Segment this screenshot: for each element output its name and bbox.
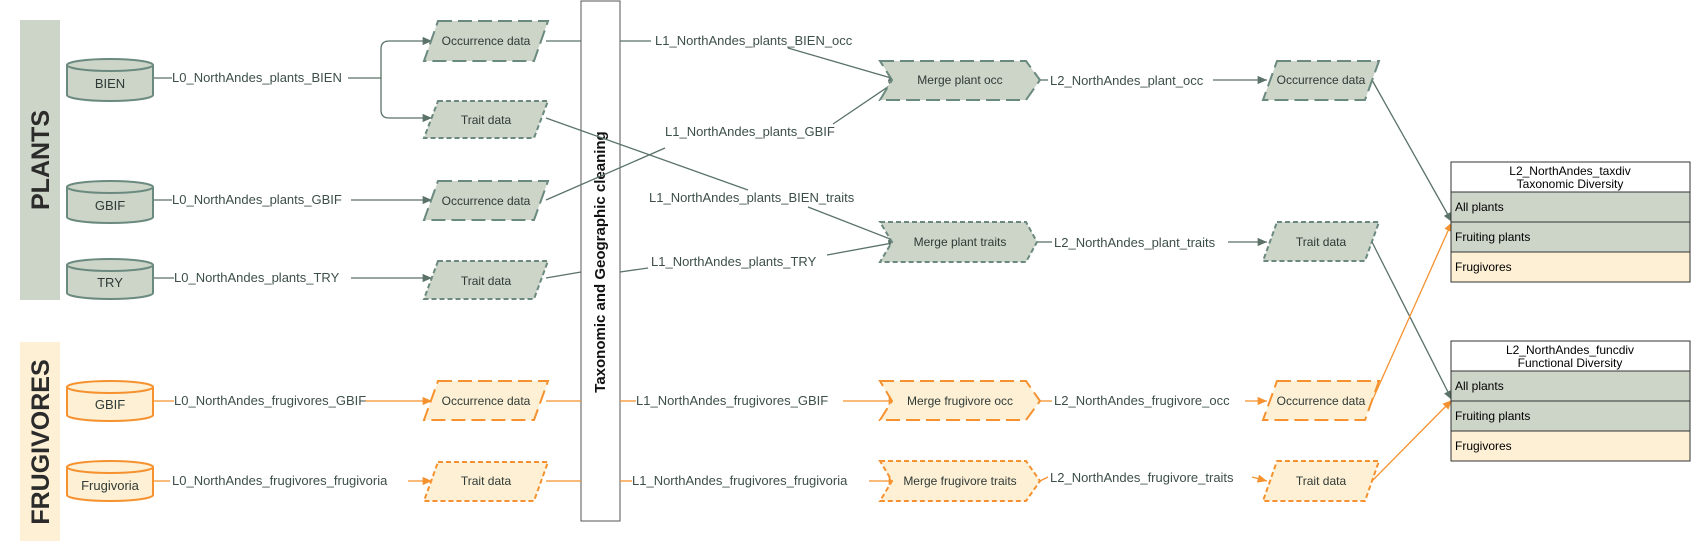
merge-plant-traits-label: Merge plant traits <box>914 235 1007 249</box>
merge-plant-traits: Merge plant traits <box>878 221 1039 263</box>
taxdiv-row-all-plants <box>1450 191 1691 223</box>
merge-frug-occ-label: Merge frugivore occ <box>907 394 1013 408</box>
frugivores-group-label: FRUGIVORES <box>27 359 55 524</box>
taxdiv-row-fruiting-plants <box>1450 221 1691 253</box>
merge-frug-traits: Merge frugivore traits <box>878 460 1042 502</box>
l2-node-frug-trait-label: Trait data <box>1296 474 1347 488</box>
data-node-bien-trait: Trait data <box>422 100 550 139</box>
source-try-label: TRY <box>97 275 123 290</box>
cleaning-box-label: Taxonomic and Geographic cleaning <box>592 131 609 392</box>
plants-group-band <box>20 20 60 300</box>
taxdiv-row-frugivores <box>1450 251 1691 283</box>
data-node-bien-occ-label: Occurrence data <box>442 34 531 48</box>
l0-label-bien: L0_NorthAndes_plants_BIEN <box>172 70 342 85</box>
l1-label-gbif: L1_NorthAndes_plants_GBIF <box>665 124 835 139</box>
l2-node-plant-trait: Trait data <box>1261 221 1381 262</box>
output-funcdiv-title: L2_NorthAndes_funcdiv <box>1506 343 1634 357</box>
l0-label-gbif-frugivores: L0_NorthAndes_frugivores_GBIF <box>174 393 366 408</box>
funcdiv-row-fruiting-plants <box>1450 400 1691 432</box>
data-node-try-trait: Trait data <box>422 260 550 300</box>
data-node-frug-occ: Occurrence data <box>422 380 550 421</box>
frugivores-group-band <box>20 342 60 541</box>
funcdiv-row-frugivores-label: Frugivores <box>1455 439 1512 453</box>
merge-plant-occ-label: Merge plant occ <box>917 73 1002 87</box>
l2-node-frug-occ-label: Occurrence data <box>1277 394 1366 408</box>
l2-label-plant-occ: L2_NorthAndes_plant_occ <box>1050 73 1204 88</box>
l2-label-frug-occ: L2_NorthAndes_frugivore_occ <box>1054 393 1230 408</box>
source-gbif-plants: GBIF <box>66 180 154 224</box>
cleaning-box <box>580 0 621 522</box>
data-node-gbif-occ: Occurrence data <box>422 180 550 221</box>
output-taxdiv-title: L2_NorthAndes_taxdiv <box>1509 164 1630 178</box>
output-funcdiv: L2_NorthAndes_funcdiv Functional Diversi… <box>1450 340 1691 462</box>
output-funcdiv-subtitle: Functional Diversity <box>1518 356 1623 370</box>
taxdiv-row-frugivores-label: Frugivores <box>1455 260 1512 274</box>
source-gbif-frugivores-label: GBIF <box>95 397 125 412</box>
plant-connectors <box>153 36 1453 401</box>
taxdiv-row-fruiting-plants-label: Fruiting plants <box>1455 230 1530 244</box>
l2-node-frug-trait: Trait data <box>1261 460 1381 502</box>
source-gbif-frugivores: GBIF <box>66 380 154 422</box>
funcdiv-row-fruiting-plants-label: Fruiting plants <box>1455 409 1530 423</box>
funcdiv-row-frugivores <box>1450 430 1691 462</box>
l2-node-plant-occ: Occurrence data <box>1261 60 1381 101</box>
taxdiv-row-all-plants-label: All plants <box>1455 200 1504 214</box>
frugivore-connectors <box>153 221 1453 486</box>
source-bien-label: BIEN <box>95 76 125 91</box>
l2-node-frug-occ: Occurrence data <box>1261 380 1381 421</box>
l2-label-frug-traits: L2_NorthAndes_frugivore_traits <box>1050 470 1234 485</box>
data-node-bien-occ: Occurrence data <box>422 20 550 62</box>
l2-node-plant-trait-label: Trait data <box>1296 235 1347 249</box>
data-node-bien-trait-label: Trait data <box>461 113 512 127</box>
plants-group-label: PLANTS <box>27 110 55 210</box>
l0-label-frugivoria: L0_NorthAndes_frugivores_frugivoria <box>172 473 388 488</box>
data-node-frug-occ-label: Occurrence data <box>442 394 531 408</box>
data-node-frug-trait: Trait data <box>422 461 550 502</box>
source-frugivoria: Frugivoria <box>66 460 154 502</box>
source-bien: BIEN <box>66 58 154 102</box>
funcdiv-row-all-plants-label: All plants <box>1455 379 1504 393</box>
l1-label-try: L1_NorthAndes_plants_TRY <box>651 254 817 269</box>
merge-plant-occ: Merge plant occ <box>878 60 1042 101</box>
data-node-try-trait-label: Trait data <box>461 274 512 288</box>
l2-node-plant-occ-label: Occurrence data <box>1277 73 1366 87</box>
l0-label-try: L0_NorthAndes_plants_TRY <box>174 270 340 285</box>
output-taxdiv: L2_NorthAndes_taxdiv Taxonomic Diversity… <box>1450 161 1691 283</box>
l2-label-plant-traits: L2_NorthAndes_plant_traits <box>1054 235 1216 250</box>
data-node-frug-trait-label: Trait data <box>461 474 512 488</box>
l1-label-frug-frugivoria: L1_NorthAndes_frugivores_frugivoria <box>632 473 848 488</box>
output-taxdiv-subtitle: Taxonomic Diversity <box>1517 177 1624 191</box>
l0-label-gbif-plants: L0_NorthAndes_plants_GBIF <box>172 192 342 207</box>
merge-frug-occ: Merge frugivore occ <box>878 380 1042 421</box>
source-frugivoria-label: Frugivoria <box>81 478 140 493</box>
source-gbif-plants-label: GBIF <box>95 198 125 213</box>
l1-label-bien-occ: L1_NorthAndes_plants_BIEN_occ <box>655 33 853 48</box>
l1-label-bien-traits: L1_NorthAndes_plants_BIEN_traits <box>649 190 855 205</box>
l1-label-frug-gbif: L1_NorthAndes_frugivores_GBIF <box>636 393 828 408</box>
source-try: TRY <box>66 258 154 300</box>
data-node-gbif-occ-label: Occurrence data <box>442 194 531 208</box>
merge-frug-traits-label: Merge frugivore traits <box>903 474 1016 488</box>
